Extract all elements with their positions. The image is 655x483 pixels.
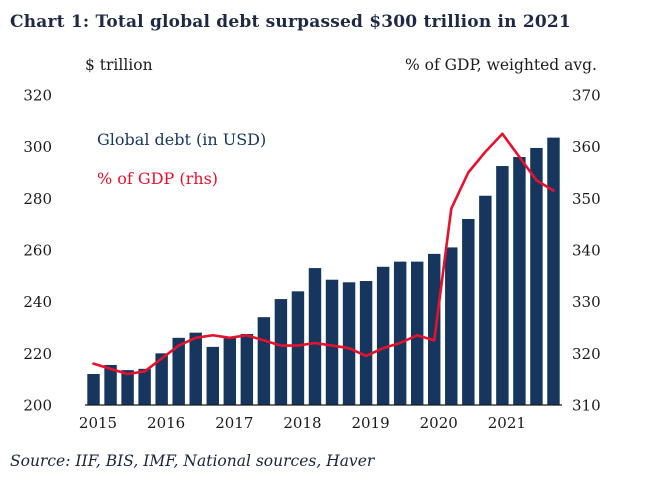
x-axis-label: 2018 [283,414,321,432]
chart-title: Chart 1: Total global debt surpassed $30… [10,12,571,32]
debt-bar [206,346,219,406]
debt-bar [257,317,271,405]
debt-bar [547,137,560,406]
legend-gdp-rhs: % of GDP (rhs) [97,169,219,188]
legend-global-debt: Global debt (in USD) [97,130,267,149]
x-axis-label: 2021 [488,414,526,432]
gdp-line [92,132,555,376]
debt-bar [410,261,424,406]
left-axis-tick: 240 [23,293,52,311]
debt-bar [393,261,407,406]
left-axis-tick: 280 [23,190,52,208]
x-axis-label: 2015 [79,414,117,432]
debt-bar [223,336,237,405]
debt-bar [274,299,288,405]
debt-bar [308,268,322,405]
debt-bar [445,247,458,405]
x-axis-label: 2017 [215,414,253,432]
right-axis-title: % of GDP, weighted avg. [404,56,597,74]
x-axis-label: 2020 [420,414,458,432]
debt-bar [325,279,339,405]
x-axis-label: 2019 [351,414,389,432]
left-axis-tick: 200 [23,397,52,415]
debt-bar [138,368,151,405]
right-axis-tick: 360 [572,138,601,156]
debt-bar [530,147,543,405]
debt-bar [291,291,305,405]
left-axis-tick: 320 [23,87,52,105]
x-axis-label: 2016 [147,414,185,432]
debt-bar [359,281,373,405]
debt-bar [462,219,475,405]
debt-bar [428,253,441,406]
right-axis-tick: 320 [572,345,601,363]
left-axis-tick: 220 [23,345,52,363]
debt-bar [172,337,185,405]
debt-bar [479,195,492,405]
left-axis-tick: 260 [23,242,52,260]
debt-bar [376,266,390,405]
chart-canvas: 200 220 240 260 280 300 320 310 320 330 340 350 360 3… [23,87,601,433]
right-axis-tick: 330 [572,293,601,311]
debt-bar [121,370,134,406]
debt-bar [104,364,117,405]
debt-bar [189,332,202,405]
debt-bar [342,282,356,405]
right-axis-tick: 340 [572,242,601,260]
left-axis-tick: 300 [23,138,52,156]
right-axis-tick: 350 [572,190,601,208]
debt-bar [496,166,509,405]
debt-bar [513,157,526,405]
right-axis-tick: 310 [572,397,601,415]
left-axis-title: $ trillion [85,56,153,74]
debt-bar [87,374,100,405]
right-axis-tick: 370 [572,87,601,105]
debt-bar [240,333,254,405]
source-note: Source: IIF, BIS, IMF, National sources,… [10,452,375,470]
debt-bar [155,353,168,405]
